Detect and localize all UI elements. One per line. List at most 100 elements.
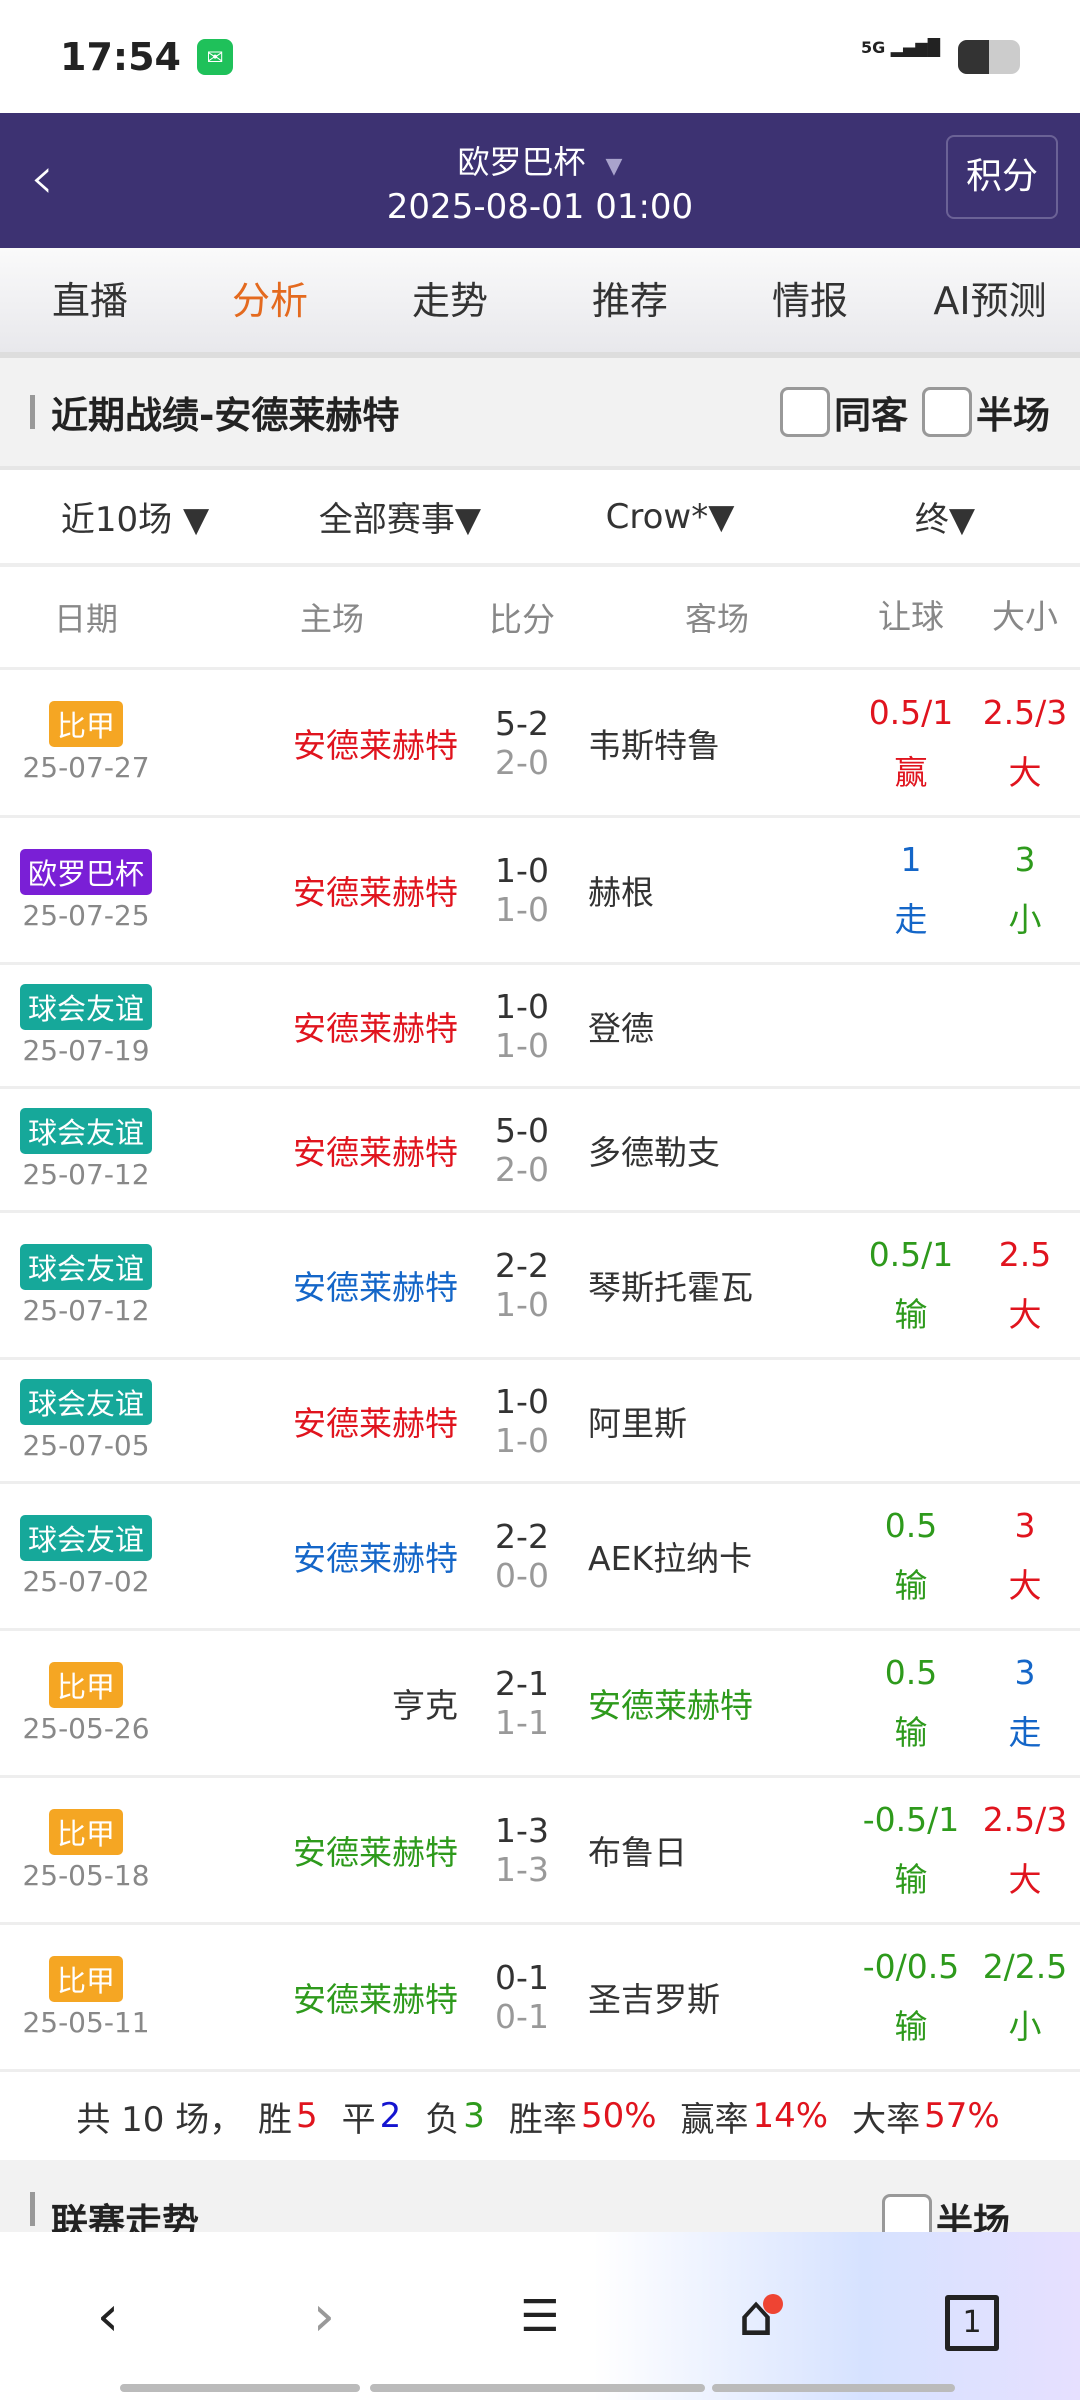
league-badge: 球会友谊 [19, 1108, 152, 1154]
away-team[interactable]: 韦斯特鲁 [588, 725, 720, 765]
section-header: 近期战绩-安德莱赫特 同客 半场 [0, 358, 1080, 470]
standings-button[interactable]: 积分 [946, 135, 1058, 219]
league-badge: 比甲 [48, 1955, 123, 2002]
hcp-rate-label: 赢率 [680, 2099, 749, 2140]
ou-result: 小 [1008, 2007, 1042, 2046]
table-row[interactable]: 球会友谊 25-07-12 安德莱赫特 5-0 2-0 多德勒支 [0, 1089, 1080, 1213]
winrate-label: 胜率 [508, 2099, 577, 2140]
ou-line: 3 [1014, 1653, 1036, 1692]
home-team[interactable]: 安德莱赫特 [293, 1980, 458, 2019]
half-checkbox[interactable]: 半场 [922, 385, 1050, 439]
away-team[interactable]: 布鲁日 [588, 1833, 687, 1872]
away-team[interactable]: 琴斯托霍瓦 [588, 1268, 753, 1307]
match-date: 25-05-11 [22, 2005, 150, 2039]
table-row[interactable]: 球会友谊 25-07-05 安德莱赫特 1-0 1-0 阿里斯 [0, 1360, 1080, 1484]
date-cell: 球会友谊 25-07-12 [0, 1243, 172, 1327]
handicap-result: 输 [894, 2007, 928, 2046]
tabs-button[interactable]: 1 [864, 2281, 1080, 2351]
loss-label: 负 [425, 2099, 460, 2140]
col-home: 主场 [299, 600, 364, 638]
tab-1[interactable]: 分析 [231, 279, 308, 323]
handicap-result: 输 [894, 1713, 928, 1752]
tab-5[interactable]: AI预测 [933, 279, 1047, 323]
forward-icon[interactable]: › [312, 2283, 336, 2349]
over-rate-label: 大率 [852, 2099, 921, 2140]
date-cell: 球会友谊 25-07-02 [0, 1514, 172, 1598]
section-title: 近期战绩-安德莱赫特 [51, 394, 400, 437]
away-team[interactable]: 安德莱赫特 [588, 1686, 753, 1725]
gesture-handle [370, 2384, 705, 2392]
same-away-checkbox[interactable]: 同客 [780, 385, 908, 439]
home-team[interactable]: 亨克 [392, 1686, 458, 1725]
handicap-cell: 0.5/1 输 [852, 1225, 970, 1345]
ou-line: 3 [1014, 840, 1036, 879]
away-team[interactable]: AEK拉纳卡 [588, 1539, 753, 1578]
half-time-score: 1-1 [495, 1703, 549, 1742]
tab-2[interactable]: 走势 [411, 279, 488, 323]
filter-competition[interactable]: 全部赛事▼ [318, 500, 482, 540]
table-row[interactable]: 比甲 25-07-27 安德莱赫特 5-2 2-0 韦斯特鲁 0.5/1 赢 2.5/… [0, 670, 1080, 818]
table-row[interactable]: 球会友谊 25-07-19 安德莱赫特 1-0 1-0 登德 [0, 965, 1080, 1089]
handicap-result: 输 [894, 1860, 928, 1899]
section-bar [30, 2192, 35, 2226]
match-date: 25-07-12 [22, 1158, 150, 1191]
home-team[interactable]: 安德莱赫特 [293, 1539, 458, 1578]
half-time-score: 1-0 [495, 1420, 549, 1460]
competition-selector[interactable]: 欧罗巴杯 ▼ [0, 113, 1080, 183]
tab-4[interactable]: 情报 [771, 279, 848, 323]
ou-result: 大 [1008, 1295, 1042, 1334]
battery-icon [958, 40, 1020, 74]
tab-3[interactable]: 推荐 [591, 279, 668, 323]
win-count: 5 [296, 2096, 318, 2136]
home-team[interactable]: 安德莱赫特 [293, 873, 458, 912]
draw-label: 平 [341, 2099, 376, 2140]
tab-0[interactable]: 直播 [51, 279, 128, 323]
home-icon[interactable]: ⌂ [648, 2284, 864, 2349]
date-cell: 欧罗巴杯 25-07-25 [0, 848, 172, 932]
half-checkbox[interactable]: 半场 [882, 2192, 1010, 2232]
over-under-cell: 2/2.5 小 [970, 1937, 1080, 2057]
match-date: 25-07-12 [22, 1293, 150, 1327]
away-team[interactable]: 赫根 [588, 873, 654, 912]
winrate: 50% [580, 2096, 657, 2136]
handicap-line: 0.5/1 [868, 692, 954, 732]
over-under-cell: 2.5/3 大 [970, 1790, 1080, 1910]
over-under-cell: 2.5/3 大 [970, 683, 1080, 803]
match-date: 25-07-19 [22, 1034, 150, 1067]
back-icon[interactable]: ‹ [30, 143, 54, 213]
home-team[interactable]: 安德莱赫特 [293, 1008, 458, 1048]
away-team[interactable]: 阿里斯 [588, 1403, 687, 1443]
score-cell: 1-0 1-0 [462, 851, 582, 929]
away-team[interactable]: 登德 [588, 1008, 654, 1048]
home-team[interactable]: 安德莱赫特 [293, 1132, 458, 1172]
handicap-cell: 0.5/1 赢 [852, 683, 970, 803]
ai-assistant-icon[interactable]: ☰ [520, 2290, 560, 2342]
table-row[interactable]: 比甲 25-05-18 安德莱赫特 1-3 1-3 布鲁日 -0.5/1 输 2.5/… [0, 1778, 1080, 1925]
handicap-cell: -0.5/1 输 [852, 1790, 970, 1910]
match-date: 25-05-26 [22, 1711, 150, 1745]
table-row[interactable]: 比甲 25-05-11 安德莱赫特 0-1 0-1 圣吉罗斯 -0/0.5 输 2/2… [0, 1925, 1080, 2072]
half-time-score: 1-0 [495, 1285, 549, 1324]
full-time-score: 2-2 [495, 1517, 549, 1556]
loss-count: 3 [463, 2096, 485, 2136]
match-date: 25-07-02 [22, 1564, 150, 1598]
away-team[interactable]: 多德勒支 [588, 1132, 720, 1172]
home-team[interactable]: 安德莱赫特 [293, 1403, 458, 1443]
filter-bookmaker[interactable]: Crow*▼ [605, 496, 735, 537]
dropdown-icon: ▼ [605, 154, 623, 179]
home-team[interactable]: 安德莱赫特 [293, 1833, 458, 1872]
table-row[interactable]: 球会友谊 25-07-12 安德莱赫特 2-2 1-0 琴斯托霍瓦 0.5/1 输 2… [0, 1213, 1080, 1360]
browser-nav-bar: ‹ › ☰ ⌂ 1 [0, 2232, 1080, 2400]
back-icon[interactable]: ‹ [96, 2283, 120, 2349]
win-label: 胜 [258, 2099, 293, 2140]
away-team[interactable]: 圣吉罗斯 [588, 1980, 720, 2019]
date-cell: 比甲 25-05-26 [0, 1661, 172, 1745]
home-team[interactable]: 安德莱赫特 [293, 725, 458, 765]
filter-count[interactable]: 近10场 ▼ [60, 500, 210, 540]
home-team[interactable]: 安德莱赫特 [293, 1268, 458, 1307]
filter-odds-type[interactable]: 终▼ [914, 500, 976, 540]
date-cell: 比甲 25-05-11 [0, 1955, 172, 2039]
